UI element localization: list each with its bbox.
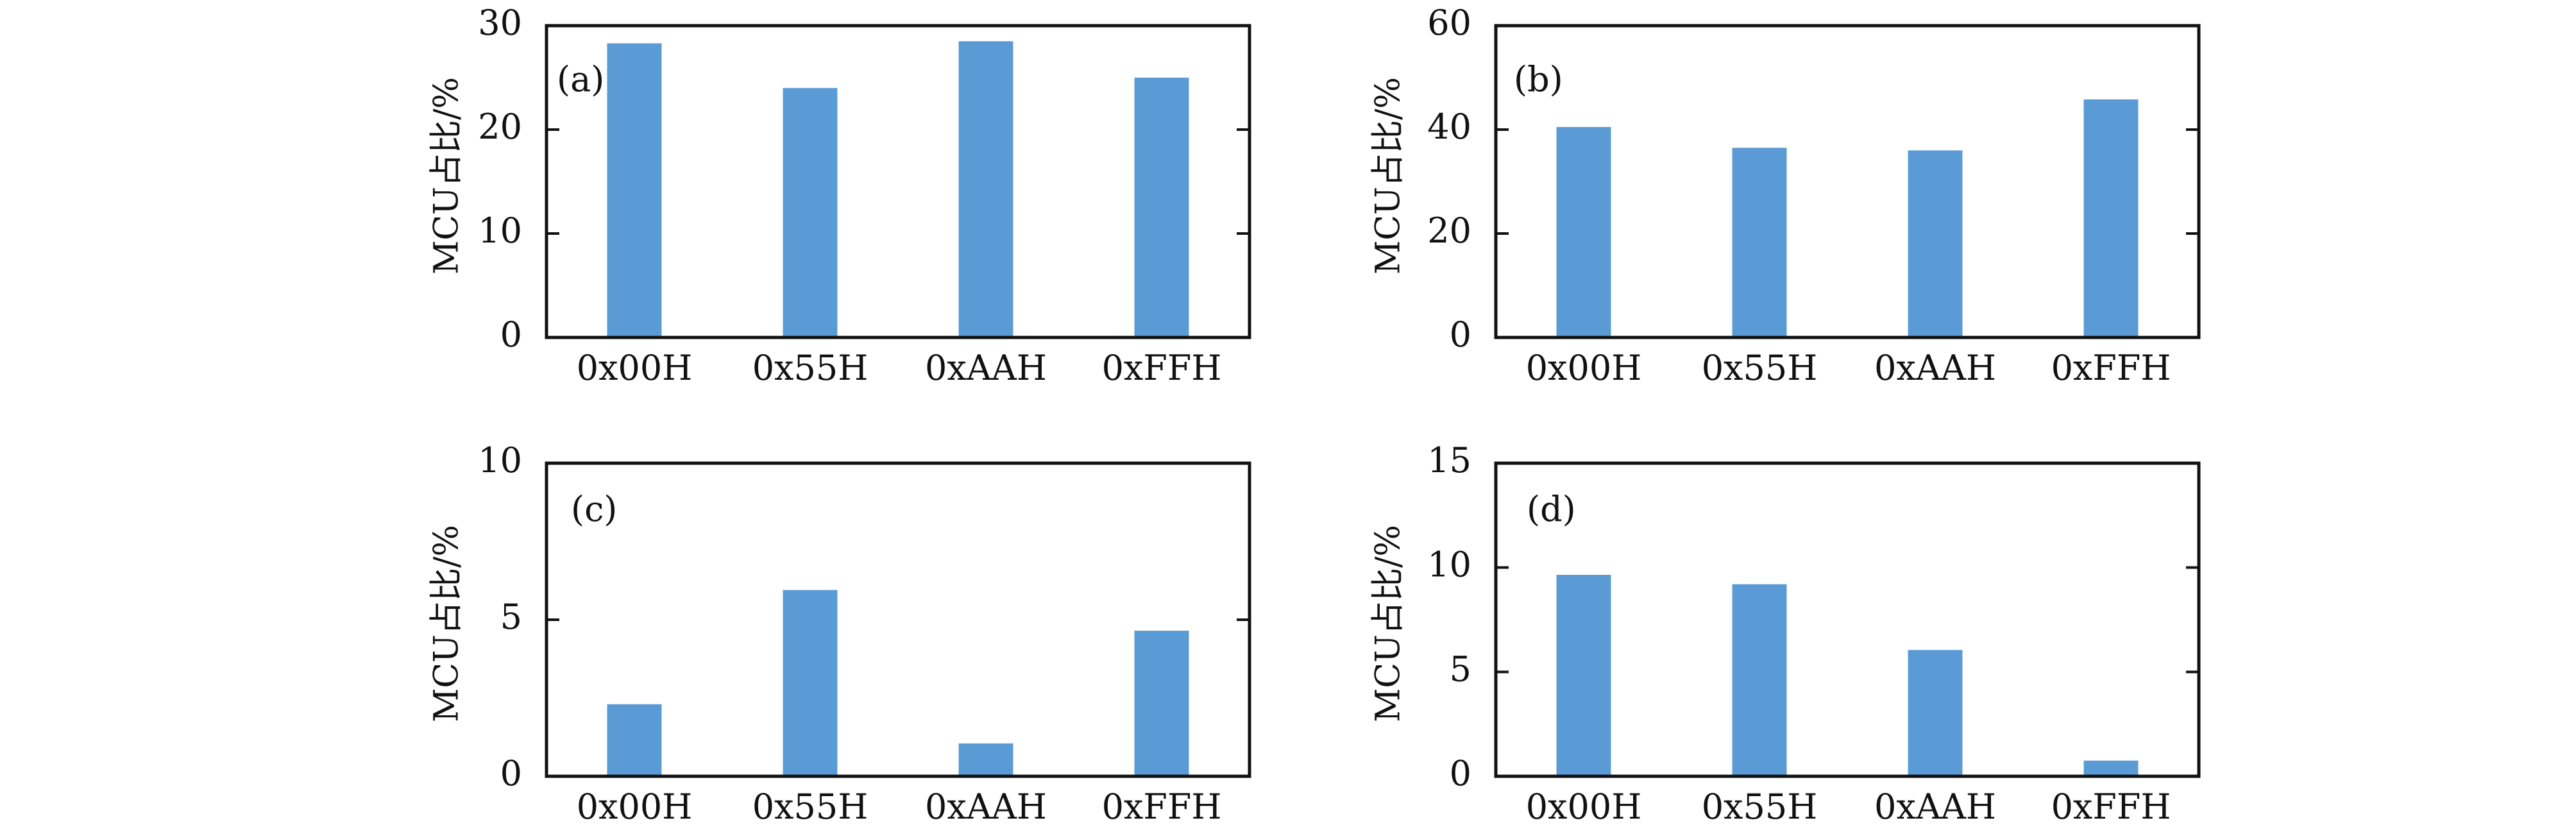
panel-label-d: (d) [1527, 489, 1576, 529]
y-tick-label-c-2: 10 [478, 440, 522, 481]
x-tick-label-c-0: 0x00H [577, 787, 693, 827]
y-axis-label-b: MCU占比/% [1369, 77, 1408, 275]
bar-d-0xaah [1908, 650, 1963, 776]
x-tick-label-a-3: 0xFFH [1102, 348, 1222, 388]
chart-panel-d: MCU占比/% (d) 0 5 10 15 0x00H 0x55H 0xAAH 0xFFH [1369, 440, 2201, 827]
x-tick-label-a-1: 0x55H [752, 348, 869, 388]
y-tick-label-b-2: 40 [1427, 106, 1471, 147]
plot-frame-b [1494, 24, 2201, 339]
x-tick-label-b-0: 0x00H [1526, 348, 1642, 388]
bar-c-0xffh [1134, 631, 1189, 776]
y-tick-label-a-2: 20 [478, 106, 522, 147]
x-tick-label-d-2: 0xAAH [1874, 787, 1996, 827]
bar-d-0x00h [1556, 575, 1611, 776]
y-tick-label-c-0: 0 [500, 753, 522, 794]
plot-frame-a [545, 24, 1251, 339]
y-tick-label-b-0: 0 [1450, 314, 1471, 355]
bar-c-0x00h [607, 704, 662, 776]
chart-panel-a: MCU占比/% (a) 0 10 20 30 0x00H 0x55H 0xAAH 0xFFH [428, 3, 1251, 388]
x-tick-label-d-1: 0x55H [1702, 787, 1818, 827]
bar-b-0xaah [1908, 150, 1963, 337]
x-tick-label-b-2: 0xAAH [1874, 348, 1996, 388]
y-tick-label-b-1: 20 [1427, 210, 1471, 251]
x-tick-label-c-1: 0x55H [752, 787, 869, 827]
y-tick-label-b-3: 60 [1427, 3, 1471, 43]
y-tick-label-d-2: 10 [1427, 545, 1471, 585]
bar-a-0x00h [607, 43, 662, 337]
chart-panel-c: MCU占比/% (c) 0 5 10 0x00H 0x55H 0xAAH 0xFFH [428, 440, 1251, 827]
x-tick-label-a-0: 0x00H [577, 348, 693, 388]
y-tick-label-a-3: 30 [478, 3, 522, 43]
x-tick-label-d-3: 0xFFH [2051, 787, 2171, 827]
bar-c-0xaah [958, 743, 1013, 776]
x-tick-label-a-2: 0xAAH [925, 348, 1047, 388]
y-tick-label-c-1: 5 [500, 597, 522, 637]
y-axis-label-d: MCU占比/% [1369, 525, 1408, 722]
y-tick-label-d-1: 5 [1450, 649, 1471, 689]
bar-a-0xaah [958, 41, 1013, 338]
bar-b-0x00h [1556, 126, 1611, 337]
bar-b-0x55h [1732, 148, 1787, 337]
y-tick-label-a-1: 10 [478, 210, 522, 251]
x-tick-label-c-2: 0xAAH [925, 787, 1047, 827]
bar-a-0xffh [1134, 78, 1189, 337]
x-tick-label-b-3: 0xFFH [2051, 348, 2171, 388]
panel-label-a: (a) [557, 59, 604, 99]
bar-d-0x55h [1732, 584, 1787, 776]
plot-frame-c [545, 461, 1251, 778]
bar-d-0xffh [2083, 760, 2139, 776]
bar-a-0x55h [783, 88, 838, 337]
y-tick-label-d-0: 0 [1450, 753, 1471, 794]
x-tick-label-d-0: 0x00H [1526, 787, 1642, 827]
panel-label-c: (c) [571, 489, 617, 529]
bar-c-0x55h [783, 590, 838, 776]
x-tick-label-b-1: 0x55H [1702, 348, 1818, 388]
bar-b-0xffh [2083, 99, 2139, 337]
x-tick-label-c-3: 0xFFH [1102, 787, 1222, 827]
y-tick-label-d-3: 15 [1427, 440, 1471, 481]
chart-panel-b: MCU占比/% (b) 0 20 40 60 0x00H 0x55H 0xAAH 0xFFH [1369, 3, 2201, 388]
panel-label-b: (b) [1514, 59, 1563, 99]
y-tick-label-a-0: 0 [500, 314, 522, 355]
plot-frame-d [1494, 461, 2201, 778]
y-axis-label-c: MCU占比/% [428, 525, 466, 722]
y-axis-label-a: MCU占比/% [428, 77, 466, 275]
